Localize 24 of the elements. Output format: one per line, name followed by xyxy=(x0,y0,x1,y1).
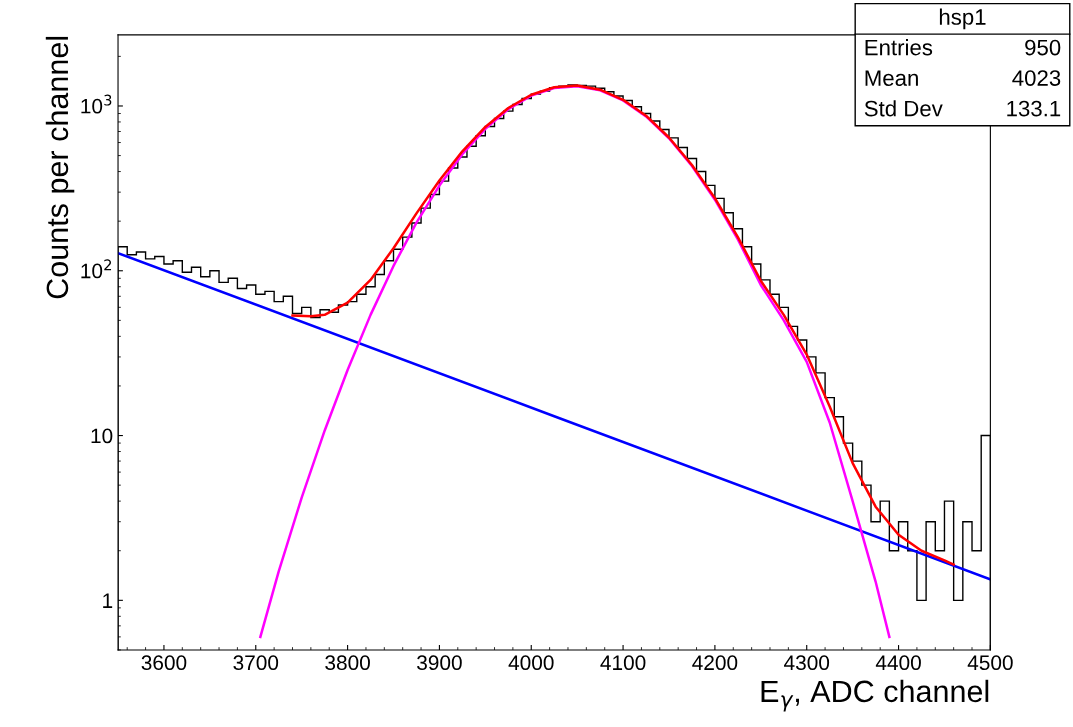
x-tick-label: 4000 xyxy=(508,655,554,671)
text: 4023 xyxy=(1012,70,1061,86)
annotation: Entries xyxy=(865,39,933,56)
x-tick-label: 3600 xyxy=(141,655,187,671)
y-axis-title: Counts per channel xyxy=(45,36,75,299)
y-tick-label: 10 xyxy=(91,428,113,444)
x-axis-title: E$_{γ}$, ADC channel xyxy=(761,679,989,712)
line-series xyxy=(291,84,955,566)
x-tick-label: 4500 xyxy=(967,655,1013,671)
annotation: Mean xyxy=(865,70,918,86)
y-tick-label: 10$^{2}$ xyxy=(81,259,112,279)
x-tick-label: 4300 xyxy=(784,655,830,671)
text: 950 xyxy=(1025,39,1061,56)
annotation: Std Dev xyxy=(864,100,943,117)
x-tick-label: 4400 xyxy=(875,655,921,671)
x-tick-label: 3700 xyxy=(233,655,279,671)
y-tick-label: 1 xyxy=(103,593,113,608)
x-tick-label: 3800 xyxy=(325,655,370,671)
x-tick-label: 4100 xyxy=(600,655,646,671)
x-tick-label: 4200 xyxy=(692,655,738,671)
text: 133.1 xyxy=(1007,100,1061,117)
x-tick-label: 3900 xyxy=(417,655,462,671)
y-tick-label: 10$^{3}$ xyxy=(81,94,112,114)
text: hsp1 xyxy=(939,8,986,30)
